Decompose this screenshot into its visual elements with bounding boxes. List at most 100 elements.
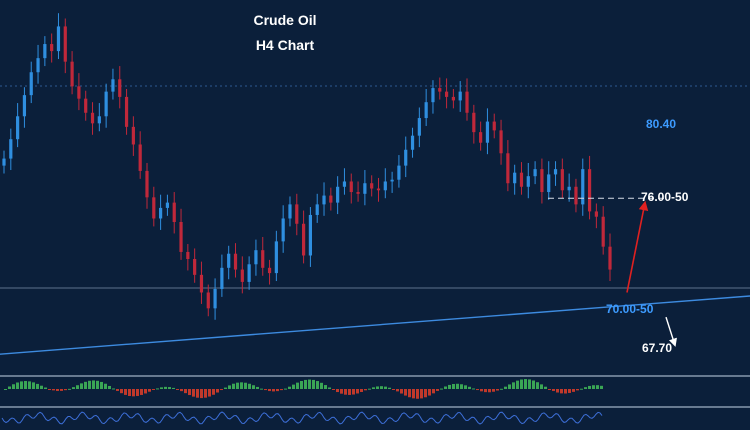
indicator-bar bbox=[244, 382, 247, 389]
candle-body bbox=[274, 241, 278, 274]
candle-body bbox=[159, 207, 163, 219]
indicator-bar bbox=[16, 382, 19, 389]
indicator-bar bbox=[84, 381, 87, 389]
indicator-bar bbox=[104, 383, 107, 389]
candle-body bbox=[410, 135, 415, 150]
candle-body bbox=[404, 149, 408, 166]
candle-body bbox=[479, 132, 483, 143]
candle-body bbox=[29, 72, 33, 96]
indicator-bar bbox=[420, 389, 423, 399]
chart-subtitle: H4 Chart bbox=[255, 37, 315, 53]
indicator-bar bbox=[556, 389, 559, 393]
candle-body bbox=[97, 116, 101, 124]
indicator-bar bbox=[68, 388, 71, 390]
indicator-bar bbox=[452, 383, 455, 389]
indicator-bar bbox=[60, 389, 63, 391]
indicator-bar bbox=[564, 389, 567, 394]
candle-body bbox=[608, 246, 612, 270]
indicator-bar bbox=[256, 386, 259, 389]
candle-body bbox=[356, 192, 360, 194]
indicator-bar bbox=[196, 389, 199, 398]
candle-body bbox=[390, 179, 394, 182]
candle-body bbox=[342, 181, 347, 187]
support-trendline bbox=[0, 295, 750, 355]
candle-body bbox=[492, 121, 496, 131]
candle-body bbox=[295, 204, 299, 224]
indicator-bar bbox=[552, 389, 555, 392]
candle-body bbox=[104, 91, 108, 117]
indicator-bar bbox=[536, 382, 539, 389]
indicator-bar bbox=[160, 387, 163, 389]
indicator-bar bbox=[424, 389, 427, 398]
forecast-arrow-up bbox=[626, 200, 649, 293]
indicator-bar bbox=[320, 382, 323, 389]
indicator-bar bbox=[312, 379, 315, 389]
candle-body bbox=[22, 95, 27, 117]
candle-body bbox=[397, 165, 401, 180]
candle-body bbox=[90, 112, 95, 124]
indicator-bar bbox=[488, 389, 491, 393]
indicator-bar bbox=[356, 389, 359, 394]
candle-body bbox=[336, 186, 340, 203]
indicator-bar bbox=[200, 389, 203, 399]
candlesticks bbox=[2, 13, 612, 320]
candle-body bbox=[213, 288, 217, 309]
level-label: 80.40 bbox=[646, 117, 677, 132]
indicator-bar bbox=[164, 386, 167, 389]
indicator-bar bbox=[148, 389, 151, 392]
candle-body bbox=[138, 144, 142, 171]
indicator-bar bbox=[184, 389, 187, 394]
indicator-bar bbox=[516, 380, 519, 389]
candle-body bbox=[247, 264, 251, 282]
indicator-bar bbox=[348, 389, 351, 395]
indicator-bar bbox=[416, 389, 419, 399]
indicator-bar bbox=[300, 380, 303, 389]
grid-lines bbox=[0, 85, 750, 408]
indicator-bar bbox=[212, 389, 215, 395]
candle-body bbox=[152, 197, 156, 219]
indicator-bar bbox=[548, 389, 551, 390]
indicator-bar bbox=[8, 386, 11, 389]
indicator-bar bbox=[292, 384, 295, 389]
indicator-bar bbox=[396, 389, 399, 392]
indicator-bar bbox=[408, 389, 411, 398]
candle-body bbox=[43, 44, 47, 59]
indicator-bar bbox=[596, 385, 599, 389]
candle-body bbox=[111, 79, 115, 92]
indicator-bar bbox=[76, 385, 79, 389]
indicator-bar bbox=[460, 384, 463, 389]
indicator-bar bbox=[240, 382, 243, 389]
indicator-bar bbox=[228, 385, 231, 389]
candle-body bbox=[308, 214, 313, 256]
indicator-bar bbox=[216, 389, 219, 393]
overlays bbox=[0, 197, 750, 355]
candle-body bbox=[199, 274, 204, 293]
indicator-bar bbox=[400, 389, 403, 394]
candle-body bbox=[145, 170, 149, 198]
indicator-bar bbox=[36, 383, 39, 389]
candle-body bbox=[438, 88, 442, 92]
indicator-bar bbox=[168, 387, 171, 389]
indicator-bar bbox=[252, 385, 255, 389]
candle-body bbox=[193, 259, 197, 275]
indicator-bar bbox=[192, 389, 195, 397]
candle-body bbox=[424, 102, 428, 119]
indicator-bar bbox=[560, 389, 563, 394]
indicator-bar bbox=[528, 379, 531, 389]
candle-body bbox=[472, 112, 476, 133]
indicator-bar bbox=[336, 389, 339, 393]
candle-body bbox=[499, 130, 503, 154]
indicator-bar bbox=[332, 389, 335, 390]
candle-body bbox=[220, 267, 224, 289]
indicator-bar bbox=[544, 386, 547, 389]
indicator-bar bbox=[360, 389, 363, 393]
level-label: 70.00-50 bbox=[606, 301, 654, 316]
indicator-bar bbox=[152, 389, 155, 390]
indicator-bar bbox=[80, 383, 83, 389]
indicator-bar bbox=[592, 385, 595, 389]
indicator-bar bbox=[472, 388, 475, 390]
indicator-bar bbox=[136, 389, 139, 396]
candle-body bbox=[458, 91, 462, 101]
indicator-bar bbox=[92, 380, 95, 389]
